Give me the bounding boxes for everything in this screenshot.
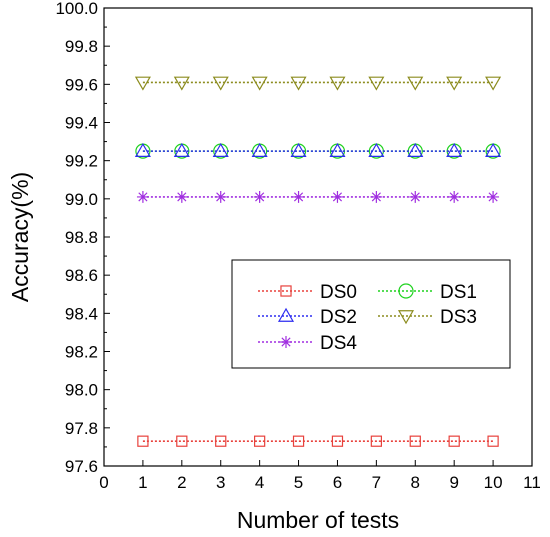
y-tick-label: 99.0 (65, 190, 98, 209)
data-point (407, 142, 424, 157)
x-tick-label: 9 (449, 473, 458, 492)
x-tick-label: 7 (372, 473, 381, 492)
data-point (331, 435, 344, 447)
y-tick-label: 98.2 (65, 343, 98, 362)
x-tick-label: 11 (523, 473, 541, 492)
data-point (368, 142, 385, 157)
legend-marker (280, 336, 292, 348)
y-tick-label: 100.0 (55, 0, 98, 18)
data-point (137, 435, 149, 447)
data-point (251, 142, 268, 157)
y-tick-label: 99.6 (65, 75, 98, 94)
data-point (173, 76, 190, 91)
legend-label: DS3 (440, 307, 477, 328)
x-tick-label: 1 (138, 473, 147, 492)
data-point (446, 142, 463, 157)
x-tick-label: 10 (484, 473, 503, 492)
series-ds1 (135, 143, 501, 159)
data-point (487, 190, 500, 203)
data-point (176, 435, 188, 447)
data-point (368, 76, 385, 91)
legend-label: DS4 (320, 333, 357, 354)
data-point (409, 190, 422, 203)
data-point (331, 190, 344, 203)
series-ds3 (134, 76, 502, 91)
legend-label: DS2 (320, 307, 357, 328)
y-tick-label: 97.6 (65, 457, 98, 476)
legend-entry-ds2: DS2 (258, 307, 357, 328)
y-tick-label: 99.4 (65, 114, 98, 133)
series-ds0 (137, 435, 499, 447)
x-tick-label: 0 (99, 473, 108, 492)
data-point (175, 190, 188, 203)
data-point (214, 190, 227, 203)
data-point (251, 76, 268, 91)
y-axis-title: Accuracy(%) (7, 172, 33, 302)
y-tick-label: 99.8 (65, 37, 98, 56)
series-layer (134, 76, 502, 447)
data-point (292, 190, 305, 203)
data-point (329, 142, 346, 157)
data-point (290, 142, 307, 157)
legend-label: DS1 (440, 282, 477, 303)
data-point (407, 76, 424, 91)
legend-marker (397, 310, 415, 325)
y-tick-label: 97.8 (65, 419, 98, 438)
data-point (290, 76, 307, 91)
legend-label: DS0 (320, 282, 357, 303)
data-point (134, 142, 151, 157)
y-tick-label: 99.2 (65, 152, 98, 171)
x-tick-label: 5 (294, 473, 303, 492)
legend-marker (280, 285, 292, 297)
legend-entry-ds0: DS0 (258, 282, 357, 303)
legend-marker (277, 307, 295, 322)
x-tick-label: 4 (255, 473, 264, 492)
y-tick-label: 98.6 (65, 266, 98, 285)
data-point (212, 76, 229, 91)
data-point (446, 76, 463, 91)
data-point (448, 190, 461, 203)
data-point (487, 435, 499, 447)
data-point (485, 142, 502, 157)
data-point (329, 76, 346, 91)
x-tick-label: 3 (216, 473, 225, 492)
data-point (485, 76, 502, 91)
series-ds4 (136, 190, 500, 203)
data-point (409, 435, 421, 447)
data-point (173, 142, 190, 157)
data-point (292, 435, 305, 447)
y-tick-label: 98.8 (65, 228, 98, 247)
x-tick-label: 2 (177, 473, 186, 492)
data-point (134, 76, 151, 91)
plot-frame (103, 7, 533, 467)
legend-box (231, 259, 511, 369)
ticks-layer: 0 1 2 3 4 5 6 7 8 9 10 11 97.6 97.8 98.0 98.2 98.4 98.6 98… (55, 0, 540, 492)
series-ds2 (134, 142, 502, 157)
legend-marker (398, 283, 414, 299)
data-point (136, 190, 149, 203)
data-point (212, 142, 229, 157)
legend-entry-ds4: DS4 (258, 333, 357, 354)
x-tick-label: 8 (411, 473, 420, 492)
y-tick-label: 98.0 (65, 381, 98, 400)
data-point (448, 435, 460, 447)
data-point (370, 190, 383, 203)
legend: DS0 DS1 DS2 DS3 DS4 (231, 259, 511, 369)
legend-entry-ds3: DS3 (378, 307, 477, 328)
x-axis-title: Number of tests (237, 507, 399, 533)
data-point (253, 190, 266, 203)
data-point (370, 435, 383, 447)
x-tick-label: 6 (333, 473, 342, 492)
legend-entry-ds1: DS1 (378, 282, 477, 303)
y-tick-label: 98.4 (65, 304, 98, 323)
data-point (215, 435, 227, 447)
data-point (253, 435, 266, 447)
